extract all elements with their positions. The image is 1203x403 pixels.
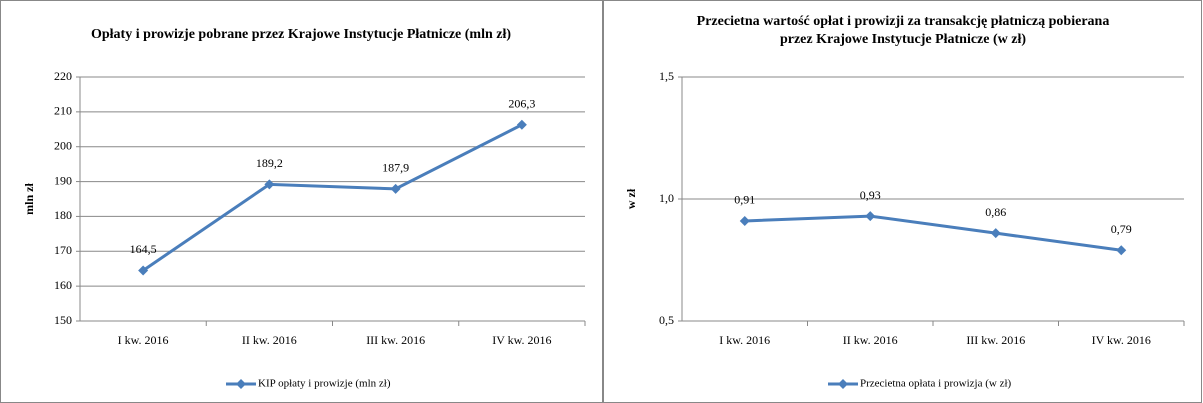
x-tick-label: IV kw. 2016: [1092, 333, 1151, 347]
data-label: 206,3: [508, 97, 535, 111]
marker: [516, 119, 527, 130]
data-label: 0,93: [860, 188, 881, 202]
line: [142, 123, 523, 272]
data-label: 0,79: [1111, 222, 1132, 236]
legend-marker: [838, 379, 848, 389]
y-tick-label: 190: [54, 173, 72, 187]
panel: [0, 0, 603, 403]
y-tick-label: 210: [54, 104, 72, 118]
legend-label: Przecietna opłata i prowizja (w zł): [860, 378, 1012, 390]
y-tick-label: 1,5: [659, 69, 674, 83]
y-axis-label: mln zł: [22, 183, 36, 215]
y-tick-label: 180: [54, 208, 72, 222]
chart-title: przez Krajowe Instytucje Płatnicze (w zł…: [780, 32, 1026, 47]
panel: [603, 0, 1202, 403]
x-tick-label: II kw. 2016: [242, 333, 297, 347]
marker: [138, 265, 149, 276]
data-label: 0,91: [734, 193, 755, 207]
line: [744, 214, 1122, 252]
y-tick-label: 200: [54, 138, 72, 152]
marker: [390, 183, 401, 194]
marker: [739, 215, 750, 226]
chart-title: Opłaty i prowizje pobrane przez Krajowe …: [91, 27, 511, 42]
y-tick-label: 160: [54, 278, 72, 292]
x-tick-label: IV kw. 2016: [492, 333, 551, 347]
marker: [865, 211, 876, 222]
chart-title: Przecietna wartość opłat i prowizji za t…: [697, 14, 1110, 29]
y-tick-label: 1,0: [659, 191, 674, 205]
data-label: 187,9: [382, 161, 409, 175]
y-tick-label: 170: [54, 243, 72, 257]
legend-marker: [236, 379, 246, 389]
marker: [264, 179, 275, 190]
x-tick-label: I kw. 2016: [118, 333, 169, 347]
y-tick-label: 220: [54, 69, 72, 83]
y-tick-label: 150: [54, 313, 72, 327]
marker: [990, 228, 1001, 239]
legend-label: KIP opłaty i prowizje (mln zł): [258, 378, 391, 390]
x-tick-label: I kw. 2016: [719, 333, 770, 347]
data-label: 0,86: [985, 205, 1006, 219]
x-tick-label: III kw. 2016: [966, 333, 1025, 347]
data-label: 164,5: [130, 242, 157, 256]
y-axis-label: w zł: [624, 188, 638, 209]
x-tick-label: III kw. 2016: [366, 333, 425, 347]
data-label: 189,2: [256, 156, 283, 170]
marker: [1116, 245, 1127, 256]
x-tick-label: II kw. 2016: [843, 333, 898, 347]
y-tick-label: 0,5: [659, 313, 674, 327]
